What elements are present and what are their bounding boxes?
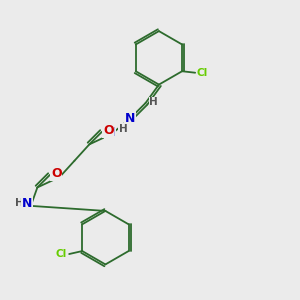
Text: H: H xyxy=(118,124,127,134)
Text: O: O xyxy=(51,167,62,180)
Text: N: N xyxy=(22,197,32,210)
Text: N: N xyxy=(125,112,135,125)
Text: H: H xyxy=(149,98,158,107)
Text: Cl: Cl xyxy=(56,249,67,259)
Text: O: O xyxy=(103,124,114,137)
Text: Cl: Cl xyxy=(196,68,208,78)
Text: H: H xyxy=(15,199,24,208)
Text: N: N xyxy=(105,126,116,139)
